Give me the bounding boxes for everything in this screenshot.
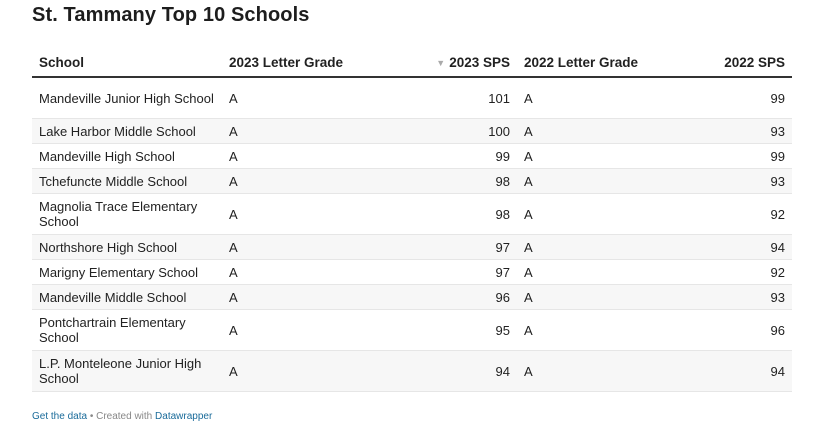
cell-2023-letter-grade: A — [222, 259, 397, 285]
column-header-school[interactable]: School — [32, 48, 222, 78]
cell-2022-sps: 93 — [677, 168, 792, 194]
cell-2022-sps: 93 — [677, 284, 792, 310]
cell-2022-letter-grade: A — [517, 234, 677, 260]
table-body: Mandeville Junior High School A 101 A 99 Lake… — [32, 77, 792, 392]
cell-2022-sps: 92 — [677, 259, 792, 285]
cell-2022-letter-grade: A — [517, 284, 677, 310]
cell-2023-sps: 95 — [397, 309, 517, 351]
cell-2022-sps: 99 — [677, 77, 792, 119]
cell-2023-sps: 97 — [397, 259, 517, 285]
table-row: Lake Harbor Middle School A 100 A 93 — [32, 118, 792, 144]
cell-school: Magnolia Trace Elementary School — [32, 193, 222, 235]
cell-2023-sps: 98 — [397, 168, 517, 194]
table-header-row: School 2023 Letter Grade ▼ 2023 SPS 2022 … — [32, 48, 792, 78]
cell-2022-letter-grade: A — [517, 143, 677, 169]
table-row: L.P. Monteleone Junior High School A 94 A 94 — [32, 350, 792, 392]
cell-2023-letter-grade: A — [222, 350, 397, 392]
cell-school: Tchefuncte Middle School — [32, 168, 222, 194]
cell-school: Mandeville Middle School — [32, 284, 222, 310]
cell-school: L.P. Monteleone Junior High School — [32, 350, 222, 392]
table-row: Tchefuncte Middle School A 98 A 93 — [32, 168, 792, 194]
cell-2022-sps: 93 — [677, 118, 792, 144]
cell-2023-letter-grade: A — [222, 309, 397, 351]
cell-2023-letter-grade: A — [222, 77, 397, 119]
cell-2022-sps: 94 — [677, 234, 792, 260]
cell-2023-sps: 101 — [397, 77, 517, 119]
cell-school: Northshore High School — [32, 234, 222, 260]
cell-2023-letter-grade: A — [222, 193, 397, 235]
cell-2022-sps: 99 — [677, 143, 792, 169]
table-row: Mandeville Junior High School A 101 A 99 — [32, 77, 792, 119]
cell-school: Pontchartrain Elementary School — [32, 309, 222, 351]
column-header-2022-sps[interactable]: 2022 SPS — [677, 48, 792, 78]
cell-2023-sps: 97 — [397, 234, 517, 260]
cell-2023-sps: 99 — [397, 143, 517, 169]
cell-2022-sps: 92 — [677, 193, 792, 235]
footer: Get the data • Created with Datawrapper — [32, 411, 212, 422]
cell-2023-letter-grade: A — [222, 143, 397, 169]
table-row: Northshore High School A 97 A 94 — [32, 234, 792, 260]
cell-2022-sps: 96 — [677, 309, 792, 351]
footer-credit-text: • Created with — [87, 411, 156, 422]
schools-table: School 2023 Letter Grade ▼ 2023 SPS 2022 … — [32, 48, 792, 392]
sort-descending-icon: ▼ — [436, 57, 446, 68]
cell-2023-letter-grade: A — [222, 234, 397, 260]
cell-2022-letter-grade: A — [517, 259, 677, 285]
cell-2022-letter-grade: A — [517, 168, 677, 194]
column-header-2022-letter-grade[interactable]: 2022 Letter Grade — [517, 48, 677, 78]
cell-2023-letter-grade: A — [222, 284, 397, 310]
cell-2022-letter-grade: A — [517, 77, 677, 119]
cell-2023-sps: 94 — [397, 350, 517, 392]
cell-school: Mandeville Junior High School — [32, 77, 222, 119]
cell-2022-letter-grade: A — [517, 350, 677, 392]
cell-2022-letter-grade: A — [517, 193, 677, 235]
datawrapper-link[interactable]: Datawrapper — [155, 411, 213, 422]
table-row: Pontchartrain Elementary School A 95 A 96 — [32, 309, 792, 351]
cell-2022-letter-grade: A — [517, 309, 677, 351]
table-row: Mandeville High School A 99 A 99 — [32, 143, 792, 169]
column-header-2023-sps[interactable]: ▼ 2023 SPS — [397, 48, 517, 78]
cell-school: Mandeville High School — [32, 143, 222, 169]
cell-2022-letter-grade: A — [517, 118, 677, 144]
column-header-2023-letter-grade[interactable]: 2023 Letter Grade — [222, 48, 397, 78]
cell-school: Marigny Elementary School — [32, 259, 222, 285]
cell-2023-sps: 98 — [397, 193, 517, 235]
cell-school: Lake Harbor Middle School — [32, 118, 222, 144]
table-row: Magnolia Trace Elementary School A 98 A 92 — [32, 193, 792, 235]
table-row: Mandeville Middle School A 96 A 93 — [32, 284, 792, 310]
cell-2023-letter-grade: A — [222, 118, 397, 144]
page-title: St. Tammany Top 10 Schools — [32, 4, 310, 26]
cell-2023-letter-grade: A — [222, 168, 397, 194]
table-row: Marigny Elementary School A 97 A 92 — [32, 259, 792, 285]
cell-2022-sps: 94 — [677, 350, 792, 392]
cell-2023-sps: 96 — [397, 284, 517, 310]
cell-2023-sps: 100 — [397, 118, 517, 144]
get-the-data-link[interactable]: Get the data — [32, 411, 88, 422]
